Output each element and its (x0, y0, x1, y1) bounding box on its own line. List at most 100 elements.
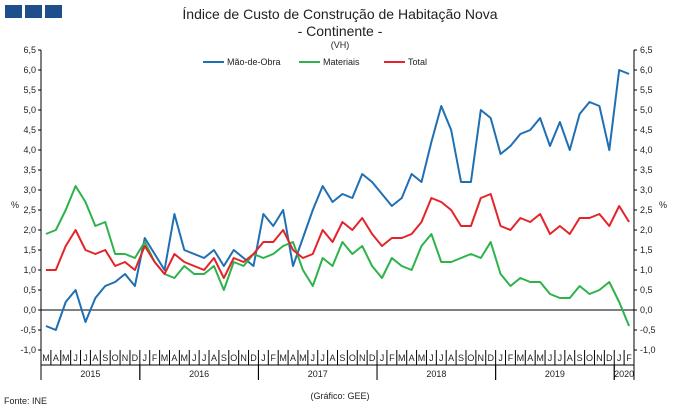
month-label: J (548, 353, 553, 363)
month-label: J (311, 353, 316, 363)
logo-block (45, 5, 62, 18)
y-tick-label-left: 4,5 (23, 125, 36, 135)
chart-unit: (VH) (330, 40, 350, 50)
y-tick-label-right: 3,0 (640, 185, 653, 195)
year-label: 2016 (189, 369, 209, 379)
month-label: N (240, 353, 247, 363)
y-tick-label-right: 3,5 (640, 165, 653, 175)
month-label: M (418, 353, 426, 363)
legend-label: Mão-de-Obra (227, 57, 281, 67)
y-tick-label-left: 5,0 (23, 105, 36, 115)
month-label: M (517, 353, 525, 363)
month-label: A (290, 353, 296, 363)
series-line-materiais (45, 185, 630, 327)
month-label: M (62, 353, 70, 363)
chart-title: Índice de Custo de Construção de Habitaç… (182, 6, 498, 22)
month-label: J (498, 353, 503, 363)
y-tick-label-left: 2,5 (23, 205, 36, 215)
y-tick-label-left: 6,5 (23, 45, 36, 55)
month-label: J (192, 353, 197, 363)
month-label: O (467, 353, 474, 363)
year-label: 2019 (545, 369, 565, 379)
month-label: N (596, 353, 603, 363)
y-tick-label-right: -1,0 (640, 345, 656, 355)
y-tick-label-left: 1,5 (23, 245, 36, 255)
y-tick-label-left: 2,0 (23, 225, 36, 235)
series-line-total (45, 193, 630, 279)
month-label: M (181, 353, 189, 363)
month-label: F (389, 353, 395, 363)
y-tick-label-left: 5,5 (23, 85, 36, 95)
month-label: A (330, 353, 336, 363)
chart-legend: Mão-de-Obra Materiais Total (203, 57, 427, 67)
month-label: D (250, 353, 257, 363)
month-label: A (211, 353, 217, 363)
y-tick-label-right: 5,5 (640, 85, 653, 95)
chart-axes: -1,0 -1,0 -0,5 -0,5 0,0 0,0 0,5 0,5 1,0 1,0 1,5 1,5… (11, 45, 667, 380)
chart-subtitle: - Continente - (297, 23, 383, 39)
y-tick-label-left: 0,0 (23, 305, 36, 315)
series-line-m-o-de-obra (45, 69, 630, 331)
legend-label: Total (408, 57, 427, 67)
y-tick-label-right: 2,0 (640, 225, 653, 235)
month-label: J (617, 353, 622, 363)
y-tick-label-right: 0,5 (640, 285, 653, 295)
month-label: M (279, 353, 287, 363)
month-label: N (122, 353, 129, 363)
month-label: D (487, 353, 494, 363)
y-tick-label-right: 6,5 (640, 45, 653, 55)
y-tick-label-left: 3,0 (23, 185, 36, 195)
month-label: J (380, 353, 385, 363)
month-label: A (448, 353, 454, 363)
month-label: A (527, 353, 533, 363)
year-label: 2020 (614, 369, 634, 379)
month-label: O (349, 353, 356, 363)
month-label: O (230, 353, 237, 363)
month-label: J (439, 353, 444, 363)
month-label: S (102, 353, 108, 363)
month-label: F (152, 353, 158, 363)
month-label: J (558, 353, 563, 363)
y-tick-label-right: 2,5 (640, 205, 653, 215)
y-tick-label-left: -0,5 (20, 325, 36, 335)
month-label: J (83, 353, 88, 363)
month-label: J (202, 353, 207, 363)
month-label: A (92, 353, 98, 363)
month-label: J (261, 353, 266, 363)
y-tick-label-left: 4,0 (23, 145, 36, 155)
month-label: M (42, 353, 50, 363)
month-label: J (73, 353, 78, 363)
month-label: J (429, 353, 434, 363)
month-label: M (398, 353, 406, 363)
month-label: A (567, 353, 573, 363)
logo-block (25, 5, 42, 18)
y-axis-title: % (11, 200, 19, 210)
chart-series (45, 69, 630, 331)
month-label: S (339, 353, 345, 363)
y-tick-label-right: 1,5 (640, 245, 653, 255)
year-label: 2015 (80, 369, 100, 379)
month-label: S (221, 353, 227, 363)
y-tick-label-right: 1,0 (640, 265, 653, 275)
y-axis-title-right: % (659, 200, 667, 210)
month-label: A (53, 353, 59, 363)
y-tick-label-right: 6,0 (640, 65, 653, 75)
month-label: N (359, 353, 366, 363)
month-label: M (299, 353, 307, 363)
month-label: F (626, 353, 632, 363)
month-label: F (508, 353, 514, 363)
year-label: 2017 (308, 369, 328, 379)
month-label: J (320, 353, 325, 363)
y-tick-label-right: 0,0 (640, 305, 653, 315)
month-label: N (478, 353, 485, 363)
y-tick-label-right: 5,0 (640, 105, 653, 115)
y-tick-label-right: 4,5 (640, 125, 653, 135)
month-label: F (271, 353, 277, 363)
logo-block (5, 5, 22, 18)
y-tick-label-right: -0,5 (640, 325, 656, 335)
month-label: M (161, 353, 169, 363)
month-label: D (132, 353, 139, 363)
chart-credit: (Gráfico: GEE) (310, 391, 370, 401)
y-tick-label-right: 4,0 (640, 145, 653, 155)
month-label: M (536, 353, 544, 363)
